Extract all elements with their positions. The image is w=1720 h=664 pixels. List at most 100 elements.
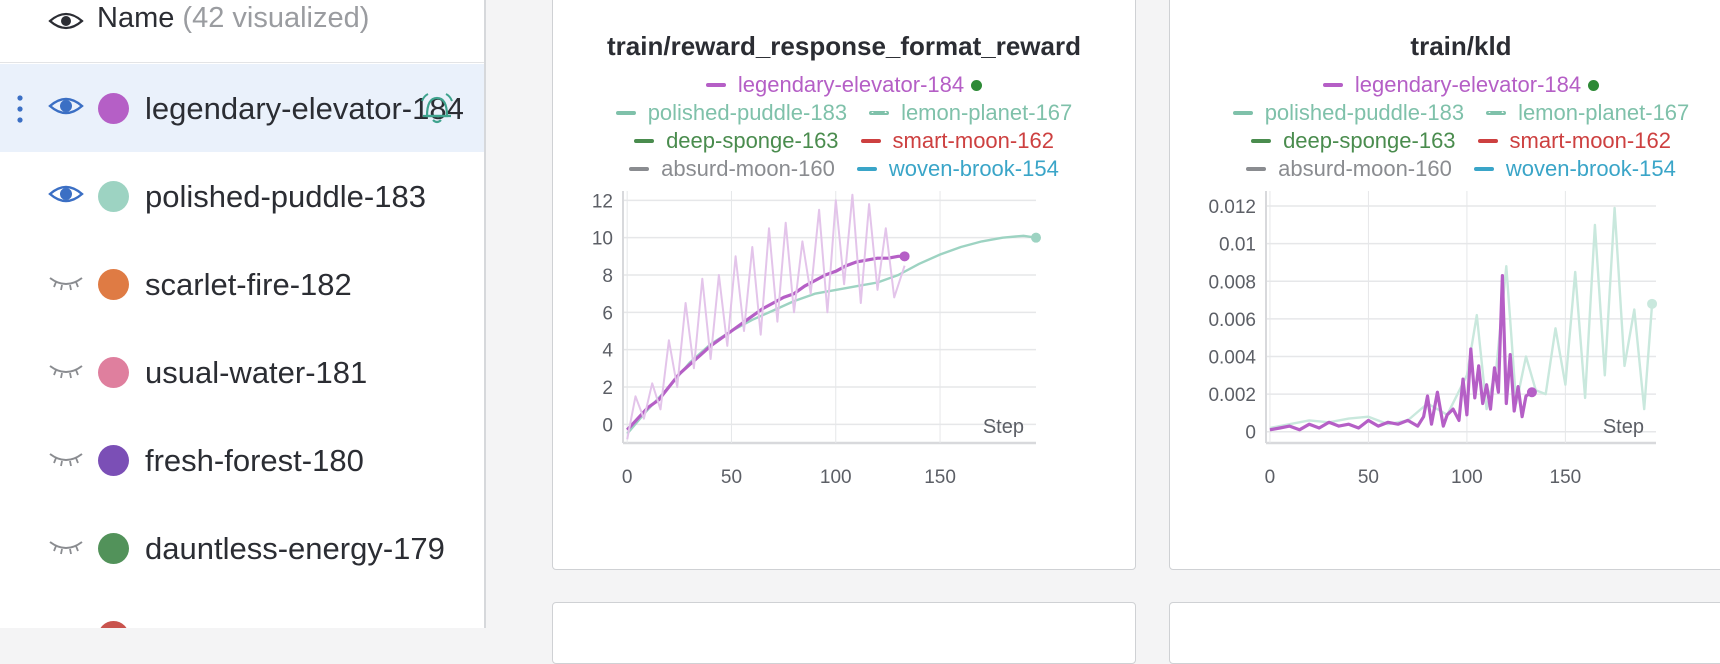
legend-label: deep-sponge-163 bbox=[666, 128, 839, 153]
series-line bbox=[1269, 206, 1654, 430]
run-row[interactable] bbox=[0, 592, 484, 628]
legend-label: absurd-moon-160 bbox=[661, 156, 835, 181]
run-name[interactable]: fresh-forest-180 bbox=[145, 443, 364, 478]
run-name[interactable]: usual-water-181 bbox=[145, 355, 368, 390]
drag-handle-icon[interactable] bbox=[16, 94, 24, 129]
run-color-dot[interactable] bbox=[98, 181, 129, 212]
legend-row: legendary-elevator-184 bbox=[553, 71, 1135, 99]
legend-item[interactable]: polished-puddle-183 bbox=[615, 100, 848, 126]
y-tick-label: 0 bbox=[1245, 423, 1256, 444]
eye-icon[interactable] bbox=[48, 94, 84, 123]
x-tick-label: 0 bbox=[1265, 467, 1276, 488]
y-tick-label: 0.004 bbox=[1208, 347, 1256, 368]
y-tick-label: 0.008 bbox=[1208, 272, 1256, 293]
y-tick-label: 8 bbox=[602, 266, 613, 287]
run-color-dot[interactable] bbox=[98, 269, 129, 300]
legend-swatch bbox=[1322, 83, 1343, 87]
x-axis-label: Step bbox=[983, 416, 1024, 438]
run-color-dot[interactable] bbox=[98, 93, 129, 124]
y-tick-label: 0.012 bbox=[1208, 197, 1256, 218]
name-column-header[interactable]: Name (42 visualized) bbox=[97, 2, 369, 35]
chart-legend: legendary-elevator-184 polished-puddle-18… bbox=[553, 71, 1135, 183]
legend-label: woven-brook-154 bbox=[888, 156, 1059, 181]
run-row[interactable]: fresh-forest-180 bbox=[0, 416, 484, 504]
chart-plot: 0 2 4 6 8 10 12 0 50 100 150 Step bbox=[592, 191, 1041, 488]
run-row[interactable]: scarlet-fire-182 bbox=[0, 240, 484, 328]
runs-table-header: Name (42 visualized) bbox=[0, 0, 484, 63]
panels-area: train/reward_response_format_reward lege… bbox=[486, 0, 1720, 664]
eye-closed-icon[interactable] bbox=[48, 446, 84, 475]
run-row[interactable]: dauntless-energy-179 bbox=[0, 504, 484, 592]
legend-item[interactable]: absurd-moon-160 bbox=[1246, 156, 1452, 182]
legend-label: woven-brook-154 bbox=[1505, 156, 1676, 181]
run-row[interactable]: polished-puddle-183 bbox=[0, 152, 484, 240]
eye-icon[interactable] bbox=[48, 9, 84, 38]
legend-label: lemon-planet-167 bbox=[901, 100, 1073, 125]
runs-sidebar: Name (42 visualized) legendary-elevator-… bbox=[0, 0, 486, 628]
legend-item[interactable]: absurd-moon-160 bbox=[629, 156, 835, 182]
x-axis-label: Step bbox=[1603, 416, 1644, 438]
x-tick-label: 100 bbox=[1451, 467, 1483, 488]
live-status-dot bbox=[1588, 79, 1600, 91]
legend-item[interactable]: deep-sponge-163 bbox=[1251, 128, 1456, 154]
legend-label: polished-puddle-183 bbox=[1264, 100, 1465, 125]
visualized-count: (42 visualized) bbox=[182, 2, 370, 34]
eye-icon[interactable] bbox=[48, 182, 84, 211]
panel-title: train/kld bbox=[1410, 31, 1512, 61]
run-name[interactable]: polished-puddle-183 bbox=[145, 179, 426, 214]
series-line bbox=[1269, 273, 1533, 432]
legend-label: legendary-elevator-184 bbox=[737, 72, 965, 97]
y-tick-label: 4 bbox=[602, 341, 613, 362]
legend-row: deep-sponge-163 smart-moon-162 bbox=[553, 127, 1135, 155]
run-name[interactable]: dauntless-energy-179 bbox=[145, 531, 445, 566]
legend-row: absurd-moon-160 woven-brook-154 bbox=[553, 155, 1135, 183]
x-tick-label: 100 bbox=[820, 467, 852, 488]
legend-item[interactable]: legendary-elevator-184 bbox=[705, 72, 983, 98]
legend-label: polished-puddle-183 bbox=[647, 100, 848, 125]
run-name[interactable]: legendary-elevator-184 bbox=[145, 91, 464, 126]
y-tick-label: 0.006 bbox=[1208, 310, 1256, 331]
eye-closed-icon[interactable] bbox=[48, 358, 84, 387]
legend-label: smart-moon-162 bbox=[892, 128, 1054, 153]
legend-label: absurd-moon-160 bbox=[1278, 156, 1452, 181]
alarm-icon[interactable] bbox=[418, 92, 456, 131]
legend-item[interactable]: deep-sponge-163 bbox=[634, 128, 839, 154]
chart-panel-next-left[interactable] bbox=[552, 602, 1136, 664]
legend-item[interactable]: lemon-planet-167 bbox=[1486, 100, 1689, 126]
chart-panel-reward[interactable]: train/reward_response_format_reward lege… bbox=[552, 0, 1136, 570]
legend-swatch bbox=[1251, 139, 1272, 143]
legend-item[interactable]: woven-brook-154 bbox=[856, 156, 1059, 182]
x-tick-label: 50 bbox=[721, 467, 742, 488]
chart-panel-next-right[interactable] bbox=[1169, 602, 1720, 664]
legend-item[interactable]: woven-brook-154 bbox=[1473, 156, 1676, 182]
legend-swatch bbox=[860, 139, 881, 143]
panel-title: train/reward_response_format_reward bbox=[607, 31, 1081, 61]
series-line bbox=[626, 193, 906, 440]
y-tick-label: 0 bbox=[602, 415, 613, 436]
legend-swatch bbox=[1477, 139, 1498, 143]
run-color-dot[interactable] bbox=[98, 621, 129, 628]
legend-item[interactable]: smart-moon-162 bbox=[860, 128, 1054, 154]
eye-closed-icon[interactable] bbox=[48, 534, 84, 563]
name-column-label: Name bbox=[97, 2, 175, 34]
run-row[interactable]: usual-water-181 bbox=[0, 328, 484, 416]
run-name[interactable]: scarlet-fire-182 bbox=[145, 267, 352, 302]
legend-row: deep-sponge-163 smart-moon-162 bbox=[1170, 127, 1720, 155]
series-end-point bbox=[1526, 387, 1537, 398]
chart-panel-kld[interactable]: train/kld legendary-elevator-184 polished… bbox=[1169, 0, 1720, 570]
run-color-dot[interactable] bbox=[98, 357, 129, 388]
run-row[interactable]: legendary-elevator-184 bbox=[0, 64, 484, 152]
legend-row: polished-puddle-183 lemon-planet-167 bbox=[1170, 99, 1720, 127]
chart-legend: legendary-elevator-184 polished-puddle-18… bbox=[1170, 71, 1720, 183]
legend-swatch bbox=[629, 167, 650, 171]
x-tick-label: 150 bbox=[924, 467, 956, 488]
legend-item[interactable]: polished-puddle-183 bbox=[1232, 100, 1465, 126]
legend-item[interactable]: smart-moon-162 bbox=[1477, 128, 1671, 154]
eye-closed-icon[interactable] bbox=[48, 270, 84, 299]
legend-item[interactable]: legendary-elevator-184 bbox=[1322, 72, 1600, 98]
run-color-dot[interactable] bbox=[98, 533, 129, 564]
eye-closed-icon[interactable] bbox=[48, 622, 84, 628]
run-color-dot[interactable] bbox=[98, 445, 129, 476]
legend-item[interactable]: lemon-planet-167 bbox=[869, 100, 1072, 126]
legend-swatch bbox=[615, 111, 636, 115]
